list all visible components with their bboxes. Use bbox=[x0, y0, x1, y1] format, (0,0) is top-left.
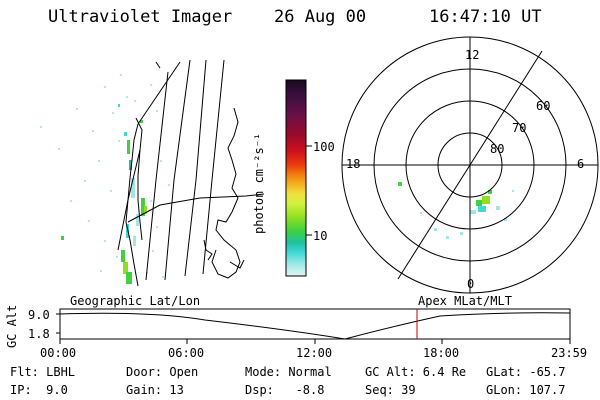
timeline-xtick-1800: 18:00 bbox=[423, 346, 460, 360]
info-gain: Gain: 13 bbox=[126, 383, 184, 397]
coastline bbox=[125, 61, 245, 287]
info-glon: GLon: 107.7 bbox=[486, 383, 566, 397]
colorbar-tick-10: 10 bbox=[313, 229, 328, 243]
timeline-xtick-2359: 23:59 bbox=[551, 346, 588, 360]
info-door: Door: Open bbox=[126, 365, 199, 379]
polar-label-18: 18 bbox=[346, 157, 361, 171]
time-label: 16:47:10 UT bbox=[429, 7, 542, 27]
polar-label-0: 0 bbox=[467, 277, 475, 291]
timeline-ticks bbox=[56, 313, 571, 344]
info-ip: IP: 9.0 bbox=[10, 383, 68, 397]
polar-plot bbox=[341, 36, 599, 294]
colorbar-tick-100: 100 bbox=[313, 140, 335, 154]
polar-label-12: 12 bbox=[465, 48, 480, 62]
instrument-title: Ultraviolet Imager bbox=[48, 7, 233, 27]
longitude-grid bbox=[117, 59, 265, 281]
aurora-noise bbox=[40, 74, 170, 278]
info-seq: Seq: 39 bbox=[365, 383, 416, 397]
timeline-xtick-0600: 06:00 bbox=[168, 346, 205, 360]
aurora-arc bbox=[61, 104, 147, 284]
colorbar bbox=[285, 79, 312, 277]
timeline-panel bbox=[56, 308, 571, 344]
info-glat: GLat: -65.7 bbox=[486, 365, 566, 379]
info-gc-alt: GC Alt: 6.4 Re bbox=[365, 365, 467, 379]
timeline-ytick-9: 9.0 bbox=[28, 308, 50, 322]
polar-footprint-line bbox=[397, 50, 543, 280]
timeline-xtick-1200: 12:00 bbox=[296, 346, 333, 360]
geographic-map-panel bbox=[40, 59, 265, 287]
polar-label-6: 6 bbox=[577, 157, 585, 171]
polar-lat-80: 80 bbox=[490, 142, 505, 156]
timeline-xtick-0000: 00:00 bbox=[40, 346, 77, 360]
info-dsp: Dsp: -8.8 bbox=[245, 383, 325, 397]
colorbar-gradient bbox=[285, 79, 307, 277]
info-flt: Flt: LBHL bbox=[10, 365, 76, 379]
timeline-left-title: Geographic Lat/Lon bbox=[70, 294, 201, 308]
polar-lat-60: 60 bbox=[536, 99, 551, 113]
timeline-right-title: Apex MLat/MLT bbox=[418, 294, 512, 308]
timeline-ytick-1-8: 1.8 bbox=[28, 327, 50, 341]
info-mode: Mode: Normal bbox=[245, 365, 332, 379]
timeline-axis-label: GC Alt bbox=[5, 304, 19, 348]
colorbar-unit-label: photon cm⁻²s⁻¹ bbox=[252, 132, 266, 234]
orbit-altitude-curve bbox=[59, 312, 571, 340]
date-label: 26 Aug 00 bbox=[274, 7, 367, 27]
polar-aurora bbox=[398, 182, 514, 239]
polar-lat-70: 70 bbox=[512, 121, 527, 135]
